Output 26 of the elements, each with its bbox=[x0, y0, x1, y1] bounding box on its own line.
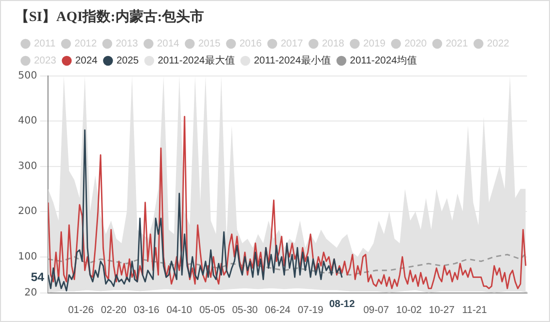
y-tick-label: 200 bbox=[18, 206, 38, 218]
chart-title: 【SI】AQI指数:内蒙古:包头市 bbox=[15, 8, 204, 26]
legend-label: 2024 bbox=[75, 56, 98, 67]
y-tick-label: 500 bbox=[18, 70, 38, 82]
y-tick-label: 20 bbox=[24, 288, 38, 299]
legend-label: 2011-2024均值 bbox=[350, 54, 417, 67]
x-tick-label: 03-16 bbox=[134, 304, 160, 316]
legend-label: 2011-2024最大值 bbox=[158, 54, 235, 67]
x-tick-label: 09-07 bbox=[363, 304, 390, 316]
x-tick-label: 04-10 bbox=[166, 304, 193, 316]
x-tick-label: 07-19 bbox=[298, 304, 324, 316]
x-tick-label: 05-05 bbox=[199, 304, 226, 316]
y-tick-label: 400 bbox=[18, 116, 38, 127]
legend-label: 2011-2024最小值 bbox=[254, 54, 331, 67]
y-tick-label: 300 bbox=[18, 160, 38, 172]
annotation: 54 bbox=[30, 270, 45, 284]
x-tick-label: 11-21 bbox=[462, 304, 488, 316]
annotation: 08-12 bbox=[329, 298, 356, 310]
x-tick-label: 05-30 bbox=[232, 304, 258, 316]
x-tick-label: 10-02 bbox=[396, 304, 422, 316]
x-tick-label: 02-20 bbox=[100, 304, 127, 316]
legend-label: 2025 bbox=[116, 56, 140, 67]
y-tick-label: 100 bbox=[18, 251, 38, 262]
x-tick-label: 01-26 bbox=[68, 304, 94, 316]
x-tick-label: 06-24 bbox=[264, 304, 291, 316]
x-tick-label: 10-27 bbox=[428, 304, 455, 316]
